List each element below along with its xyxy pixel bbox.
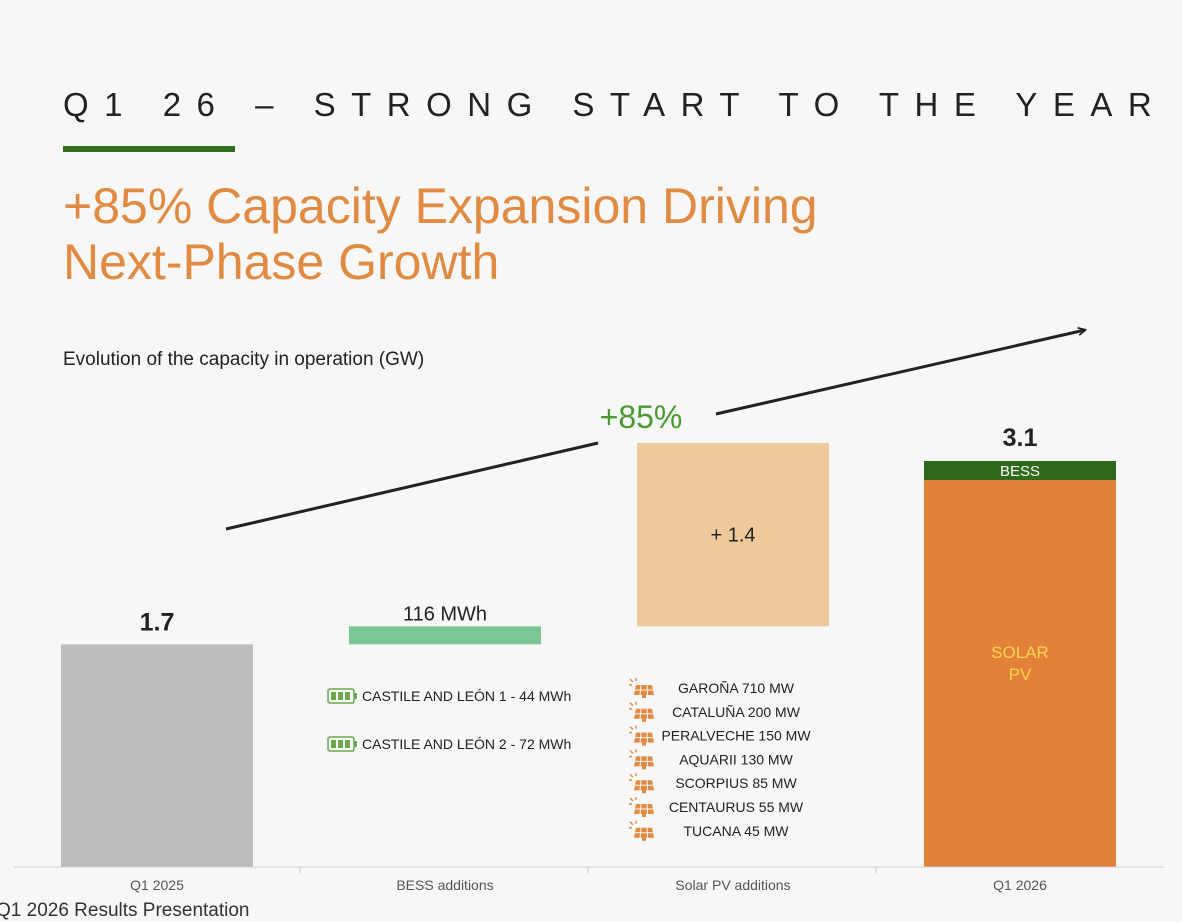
x-tick-label: Q1 2026 bbox=[993, 877, 1047, 893]
headline: +85% Capacity Expansion Driving Next-Pha… bbox=[63, 178, 963, 290]
solar-panel-icon bbox=[629, 725, 654, 746]
growth-arrow-tail bbox=[225, 441, 599, 531]
solar-panel-icon bbox=[629, 678, 654, 698]
bar-value-label: 1.7 bbox=[140, 608, 175, 636]
chart-subtitle: Evolution of the capacity in operation (… bbox=[63, 349, 425, 370]
title-underline bbox=[63, 146, 235, 152]
x-tick-label: Solar PV additions bbox=[675, 877, 790, 893]
growth-label: +85% bbox=[600, 399, 683, 435]
bar-solar-additions bbox=[637, 443, 829, 627]
footer-text: Q1 2026 Results Presentation bbox=[0, 900, 250, 921]
bar-q1-2025 bbox=[61, 644, 253, 867]
solar-panel-icon bbox=[629, 820, 654, 841]
headline-line-2: Next-Phase Growth bbox=[63, 234, 500, 290]
solar-panel-icon bbox=[629, 701, 654, 722]
section-title: Q1 26 – STRONG START TO THE YEAR bbox=[63, 86, 1168, 123]
solar-project-label: CENTAURUS 55 MW bbox=[669, 799, 804, 815]
bar-value-label: 116 MWh bbox=[403, 603, 487, 625]
stack-label-solar-pv: PV bbox=[1009, 665, 1032, 684]
bar-value-label: 3.1 bbox=[1003, 424, 1038, 452]
solar-project-label: PERALVECHE 150 MW bbox=[661, 728, 811, 744]
battery-icon bbox=[327, 688, 357, 704]
solar-project-label: CATALUÑA 200 MW bbox=[672, 704, 801, 720]
headline-line-1: +85% Capacity Expansion Driving bbox=[63, 178, 818, 234]
bar-q1-2026-solar-pv bbox=[924, 480, 1116, 867]
solar-project-label: GAROÑA 710 MW bbox=[678, 680, 795, 696]
solar-panel-icon bbox=[629, 797, 654, 817]
stack-label-solar-pv: SOLAR bbox=[991, 643, 1049, 662]
solar-panel-icon bbox=[629, 773, 654, 794]
growth-arrow-head bbox=[715, 330, 1085, 416]
x-tick-label: BESS additions bbox=[396, 877, 493, 893]
solar-project-label: AQUARII 130 MW bbox=[679, 751, 793, 767]
bess-project-label: CASTILE AND LEÓN 1 - 44 MWh bbox=[362, 688, 571, 704]
bar-q1-2026-bess bbox=[924, 461, 1116, 480]
stack-label-bess: BESS bbox=[1000, 463, 1040, 480]
solar-project-label: TUCANA 45 MW bbox=[683, 823, 789, 839]
x-tick-label: Q1 2025 bbox=[130, 877, 184, 893]
bess-project-label: CASTILE AND LEÓN 2 - 72 MWh bbox=[362, 736, 571, 752]
bar-bess-additions bbox=[349, 626, 541, 645]
bar-value-label: + 1.4 bbox=[710, 525, 755, 547]
battery-icon bbox=[327, 736, 357, 752]
solar-project-label: SCORPIUS 85 MW bbox=[675, 775, 797, 791]
solar-panel-icon bbox=[629, 749, 654, 770]
